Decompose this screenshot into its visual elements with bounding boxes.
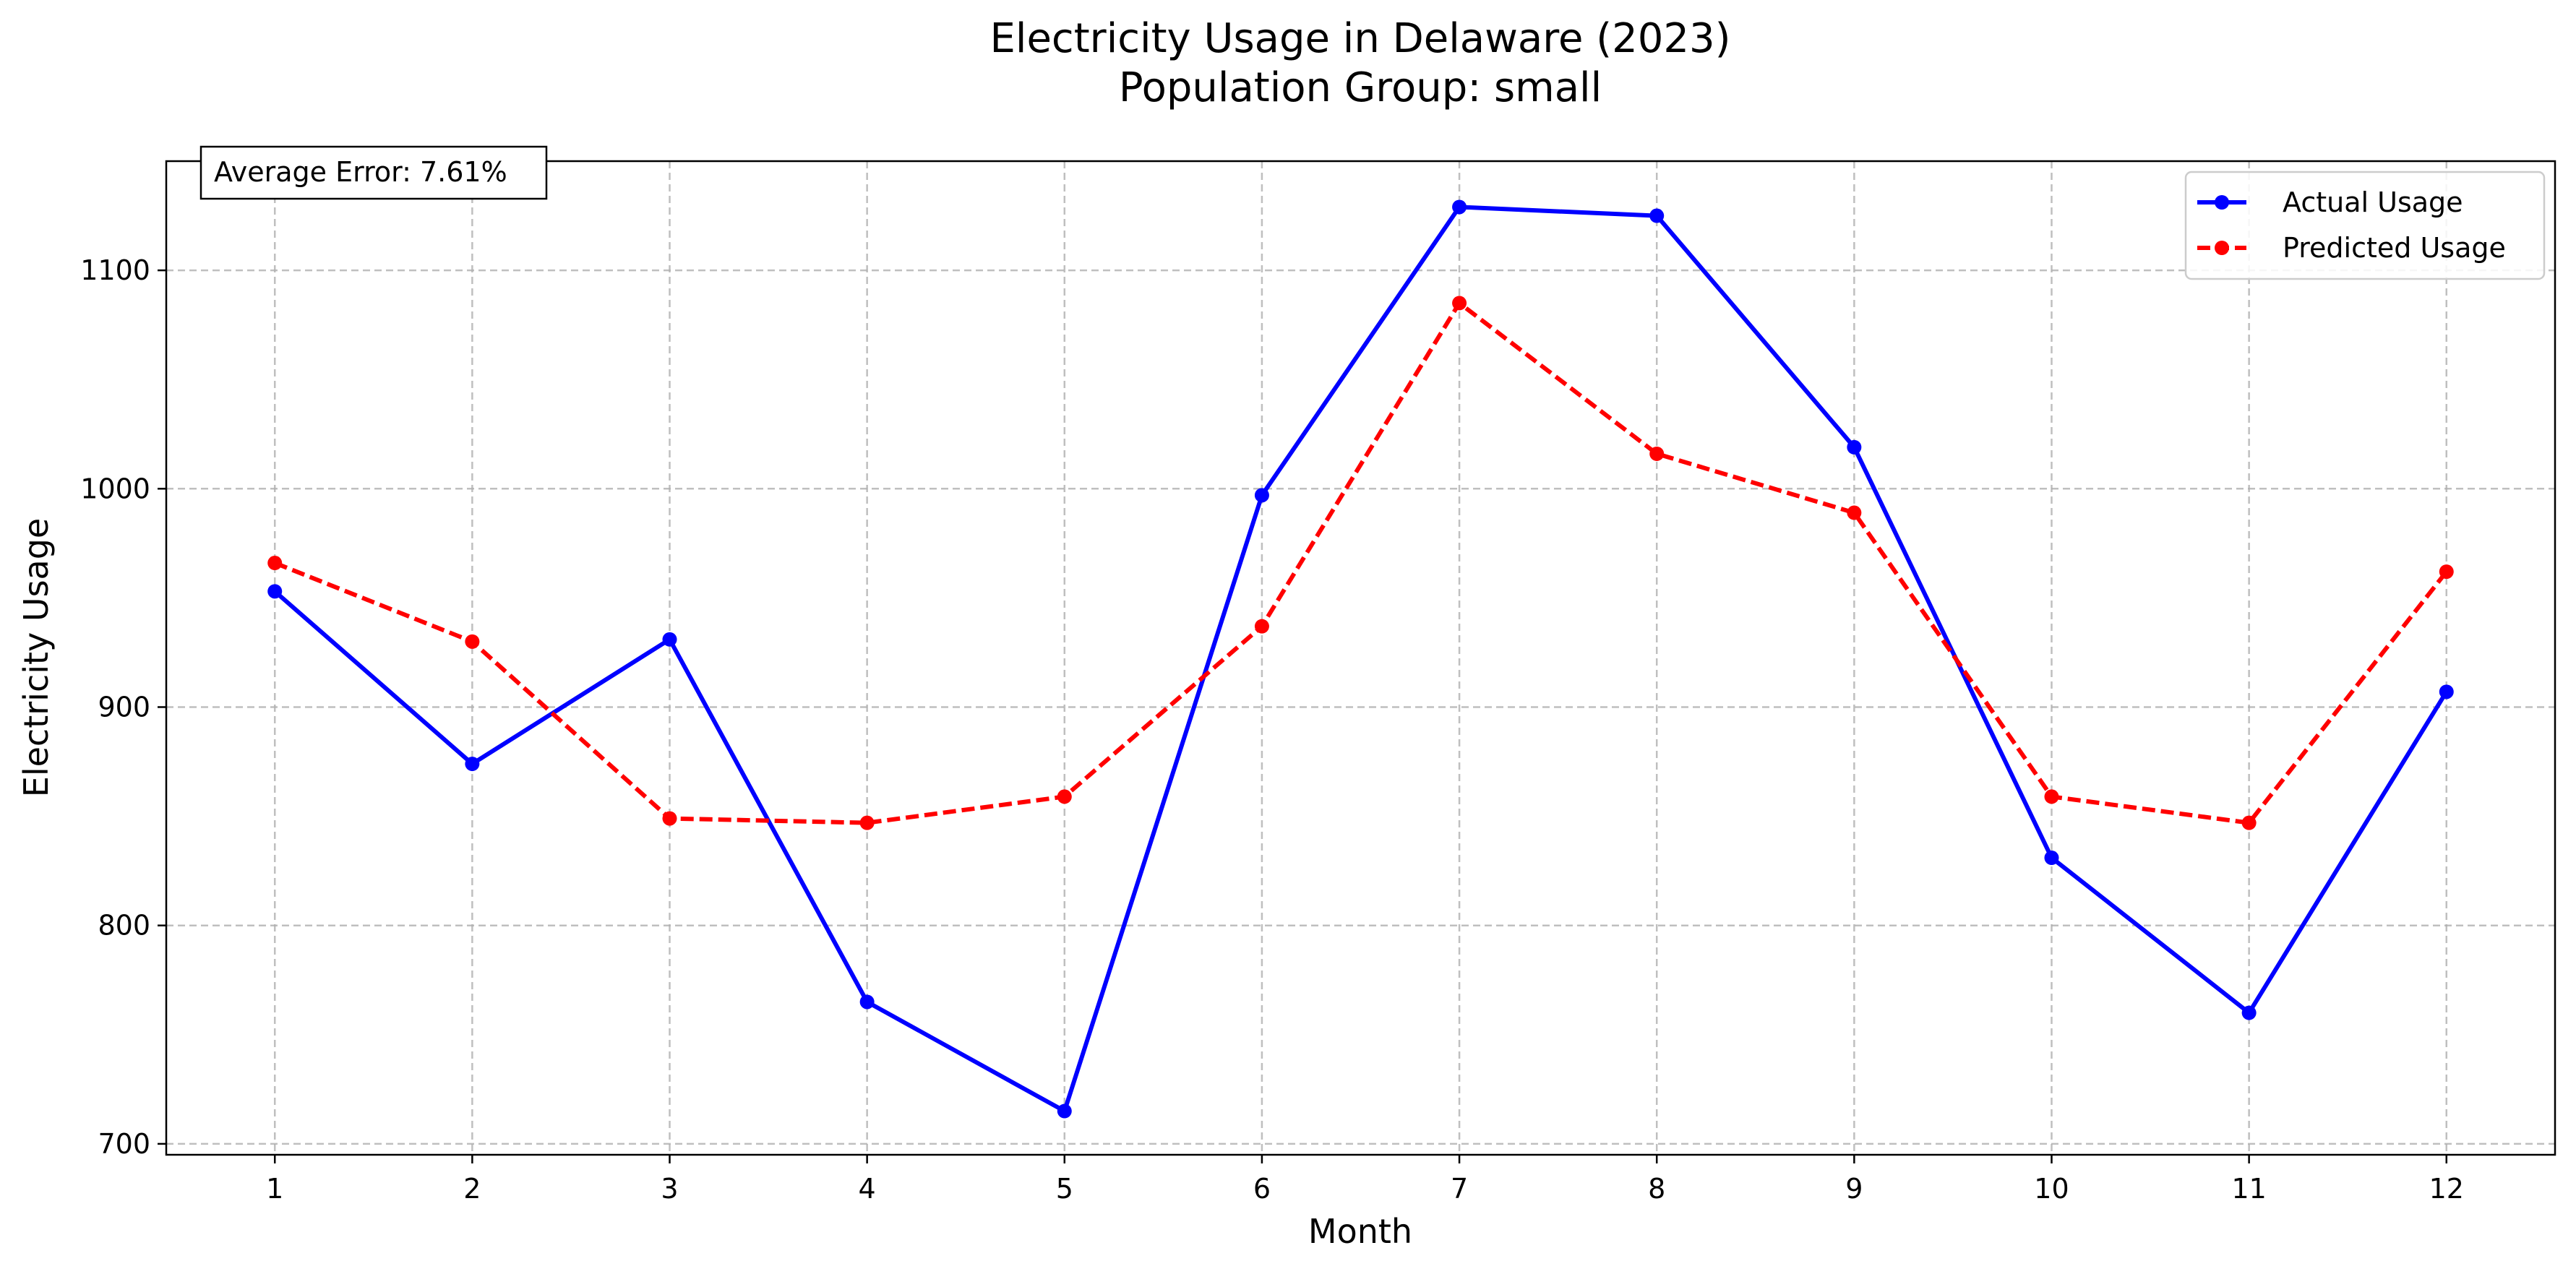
data-point-actual [267, 584, 283, 599]
x-tick-label: 5 [1056, 1173, 1073, 1205]
data-point-predicted [1847, 505, 1862, 520]
data-point-predicted [2241, 815, 2257, 830]
x-tick-label: 8 [1648, 1173, 1665, 1205]
x-tick-label: 2 [463, 1173, 481, 1205]
annotation-text: Average Error: 7.61% [214, 156, 507, 188]
average-error-annotation: Average Error: 7.61% [199, 145, 548, 200]
data-point-predicted [1057, 789, 1072, 804]
series-line-predicted [274, 301, 2449, 825]
data-point-actual [859, 994, 875, 1010]
series-line-actual [273, 205, 2449, 1114]
data-point-actual [662, 632, 677, 647]
data-series [267, 199, 2454, 1119]
data-point-actual [1254, 488, 1269, 503]
data-point-actual [2044, 851, 2059, 866]
x-tick-label: 7 [1451, 1173, 1468, 1205]
legend-box [2184, 171, 2546, 280]
legend-label-actual: Actual Usage [2283, 186, 2463, 218]
data-point-actual [1057, 1103, 1072, 1119]
legend-label-predicted: Predicted Usage [2283, 232, 2506, 264]
legend-marker-actual [2215, 195, 2229, 210]
data-point-predicted [465, 634, 480, 649]
data-point-actual [465, 757, 480, 772]
x-tick-label: 10 [2034, 1173, 2069, 1205]
data-point-predicted [859, 815, 875, 830]
x-tick-label: 9 [1845, 1173, 1863, 1205]
y-axis-label: Electricity Usage [17, 518, 56, 797]
chart-title: Electricity Usage in Delaware (2023) [990, 15, 1731, 62]
y-tick-label: 1100 [80, 254, 150, 286]
annotation-box [199, 145, 548, 200]
data-point-predicted [1649, 446, 1665, 461]
y-tick-label: 900 [98, 691, 150, 723]
data-point-predicted [1452, 296, 1467, 311]
x-tick-label: 12 [2429, 1173, 2464, 1205]
x-tick-label: 11 [2231, 1173, 2266, 1205]
y-tick-label: 1000 [80, 473, 150, 504]
data-point-actual [2439, 684, 2454, 700]
x-tick-label: 1 [266, 1173, 283, 1205]
legend-marker-predicted [2215, 241, 2229, 255]
chart-subtitle: Population Group: small [1119, 64, 1602, 111]
legend: Actual Usage Predicted Usage [2184, 171, 2546, 280]
x-tick-label: 6 [1253, 1173, 1271, 1205]
data-point-actual [1452, 199, 1467, 215]
data-point-predicted [662, 811, 677, 826]
data-point-actual [2241, 1005, 2257, 1020]
plot-frame [165, 160, 2556, 1156]
x-tick-label: 3 [661, 1173, 678, 1205]
data-point-actual [1649, 208, 1665, 223]
grid-lines [166, 161, 2555, 1155]
data-point-predicted [2044, 789, 2059, 804]
y-tick-label: 800 [98, 910, 150, 942]
data-point-predicted [267, 556, 283, 571]
y-tick-label: 700 [98, 1128, 150, 1160]
data-point-predicted [2439, 564, 2454, 580]
data-point-predicted [1254, 619, 1269, 634]
x-tick-label: 4 [859, 1173, 876, 1205]
data-point-actual [1847, 439, 1862, 455]
x-axis-label: Month [1308, 1212, 1412, 1251]
